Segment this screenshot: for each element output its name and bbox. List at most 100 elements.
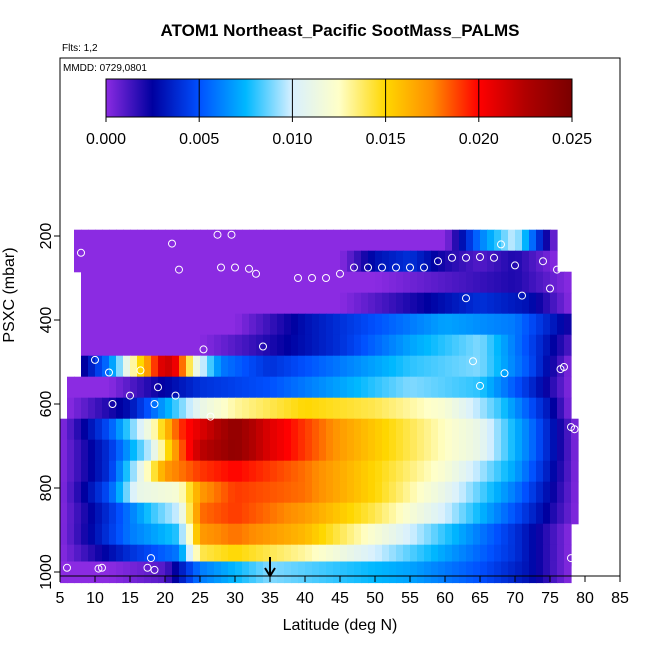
- heatmap-cell: [487, 418, 495, 441]
- sample-point: [150, 400, 159, 408]
- heatmap-cell: [305, 418, 313, 441]
- heatmap-cell: [179, 439, 187, 462]
- heatmap-cell: [270, 313, 278, 336]
- heatmap-cell: [361, 397, 369, 420]
- heatmap-cell: [396, 418, 404, 441]
- heatmap-cell: [536, 334, 544, 357]
- heatmap-cell: [347, 561, 355, 584]
- heatmap-cell: [144, 271, 152, 294]
- heatmap-cell: [88, 250, 96, 273]
- heatmap-cell: [74, 418, 82, 441]
- heatmap-cell: [431, 229, 439, 252]
- heatmap-cell: [277, 481, 285, 504]
- heatmap-cell: [165, 397, 173, 420]
- heatmap-cell: [501, 561, 509, 584]
- heatmap-cell: [249, 229, 257, 252]
- heatmap-cell: [60, 418, 68, 441]
- heatmap-cell: [81, 355, 89, 378]
- colorbar: 0.000 0.005 0.010 0.015 0.020 0.025: [86, 78, 592, 148]
- heatmap-cell: [466, 502, 474, 525]
- heatmap-cell: [158, 502, 166, 525]
- heatmap-cell: [284, 544, 292, 567]
- heatmap-cell: [305, 544, 313, 567]
- heatmap-cell: [158, 397, 166, 420]
- heatmap-cell: [326, 334, 334, 357]
- heatmap-cell: [277, 229, 285, 252]
- heatmap-cell: [81, 523, 89, 546]
- heatmap-cell: [557, 502, 565, 525]
- heatmap-cell: [564, 418, 572, 441]
- heatmap-cell: [466, 271, 474, 294]
- heatmap-cell: [123, 523, 131, 546]
- heatmap-cell: [123, 313, 131, 336]
- heatmap-cell: [389, 502, 397, 525]
- heatmap-cell: [235, 439, 243, 462]
- heatmap-cell: [249, 292, 257, 315]
- heatmap-cell: [529, 229, 537, 252]
- heatmap-cell: [74, 376, 82, 399]
- heatmap-cell: [494, 376, 502, 399]
- heatmap-cell: [214, 271, 222, 294]
- heatmap-cell: [557, 292, 565, 315]
- heatmap-cell: [452, 271, 460, 294]
- sample-point: [227, 230, 236, 239]
- heatmap-cell: [403, 561, 411, 584]
- heatmap-cell: [312, 355, 320, 378]
- heatmap-cell: [487, 523, 495, 546]
- colorbar-tick-label: 0.020: [459, 131, 499, 148]
- heatmap-cell: [116, 376, 124, 399]
- heatmap-cell: [270, 355, 278, 378]
- heatmap-cell: [543, 334, 551, 357]
- heatmap-cell: [242, 502, 250, 525]
- heatmap-cell: [298, 292, 306, 315]
- y-tick-label: 800: [38, 475, 55, 502]
- sample-point: [91, 355, 99, 364]
- heatmap-cell: [326, 544, 334, 567]
- heatmap-cell: [270, 229, 278, 252]
- sample-point: [434, 257, 442, 266]
- heatmap-cell: [417, 502, 425, 525]
- heatmap-cell: [312, 313, 320, 336]
- heatmap-cell: [116, 502, 124, 525]
- heatmap-cell: [508, 334, 516, 357]
- heatmap-cell: [445, 460, 453, 483]
- heatmap-cell: [221, 271, 229, 294]
- heatmap-cell: [151, 355, 159, 378]
- x-tick-label: 10: [86, 590, 104, 607]
- heatmap-cell: [312, 523, 320, 546]
- heatmap-cell: [74, 439, 82, 462]
- heatmap-cell: [375, 460, 383, 483]
- heatmap-cell: [228, 355, 236, 378]
- heatmap-cell: [410, 271, 418, 294]
- heatmap-cell: [137, 502, 145, 525]
- heatmap-cell: [536, 292, 544, 315]
- heatmap-cell: [291, 481, 299, 504]
- heatmap-cell: [319, 544, 327, 567]
- heatmap-cell: [564, 334, 572, 357]
- heatmap-cell: [95, 481, 103, 504]
- heatmap-cell: [186, 544, 194, 567]
- heatmap-cell: [102, 229, 110, 252]
- heatmap-cell: [200, 481, 208, 504]
- heatmap-cell: [466, 418, 474, 441]
- heatmap-cell: [305, 271, 313, 294]
- heatmap-cell: [529, 355, 537, 378]
- heatmap-cell: [270, 292, 278, 315]
- heatmap-cell: [361, 544, 369, 567]
- heatmap-cell: [228, 313, 236, 336]
- heatmap-cell: [179, 544, 187, 567]
- heatmap-cell: [508, 229, 516, 252]
- heatmap-cell: [557, 418, 565, 441]
- heatmap-cell: [473, 334, 481, 357]
- heatmap-cell: [151, 334, 159, 357]
- heatmap-cell: [550, 313, 558, 336]
- heatmap-cell: [312, 397, 320, 420]
- heatmap-cell: [221, 229, 229, 252]
- heatmap-cell: [536, 544, 544, 567]
- heatmap-cell: [200, 229, 208, 252]
- heatmap-cell: [438, 502, 446, 525]
- heatmap-cell: [109, 292, 117, 315]
- heatmap-cell: [319, 460, 327, 483]
- heatmap-cell: [480, 397, 488, 420]
